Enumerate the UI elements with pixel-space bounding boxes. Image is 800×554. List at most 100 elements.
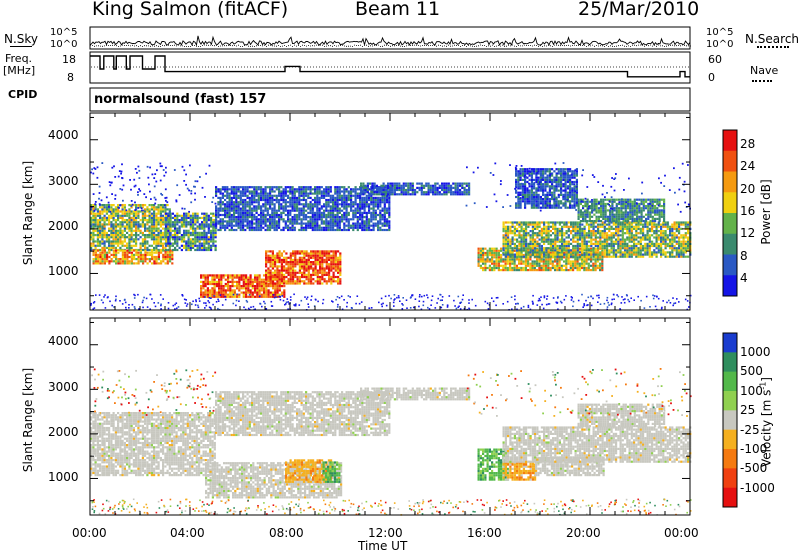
power-cell xyxy=(235,218,238,221)
power-cell xyxy=(194,216,197,219)
power-cell xyxy=(382,191,385,194)
power-cell xyxy=(547,227,550,230)
power-cell xyxy=(531,223,534,226)
power-cell xyxy=(639,244,642,248)
power-cell xyxy=(227,282,230,286)
power-cell xyxy=(220,291,223,294)
power-cell xyxy=(298,218,301,221)
power-cell xyxy=(117,238,120,241)
power-cell xyxy=(341,216,344,219)
power-cell xyxy=(248,224,251,227)
power-cell xyxy=(318,213,321,217)
power-cell xyxy=(536,264,539,267)
power-cell xyxy=(612,242,615,245)
power-cell xyxy=(563,253,566,256)
power-cell xyxy=(110,229,113,232)
power-cell xyxy=(630,251,633,254)
power-cell xyxy=(294,271,297,274)
power-cell xyxy=(139,242,142,245)
power-cell xyxy=(90,216,93,219)
power-cell xyxy=(94,244,97,247)
power-cell xyxy=(590,269,593,272)
power-cell xyxy=(101,204,104,207)
power-cell xyxy=(567,225,570,228)
power-cell xyxy=(108,223,111,226)
power-cell xyxy=(235,203,238,206)
power-cell xyxy=(309,222,312,225)
power-cell xyxy=(226,188,229,191)
power-cell xyxy=(210,225,213,228)
power-cell xyxy=(226,201,229,204)
power-cell xyxy=(352,228,355,232)
power-cell xyxy=(515,251,518,255)
power-cell xyxy=(621,227,624,230)
power-cell xyxy=(309,218,312,221)
power-cell xyxy=(121,219,124,222)
power-cell xyxy=(507,249,510,252)
power-cell xyxy=(278,216,281,219)
power-cell xyxy=(265,265,268,268)
power-cell xyxy=(637,221,640,224)
power-cell xyxy=(542,266,545,270)
power-cell xyxy=(500,269,503,272)
power-cell xyxy=(318,224,321,227)
power-cell xyxy=(463,186,466,189)
power-cell xyxy=(294,275,297,279)
power-cell xyxy=(294,258,297,261)
power-cell xyxy=(536,221,539,224)
power-cell xyxy=(180,216,183,219)
power-cell xyxy=(167,238,170,241)
power-cell xyxy=(536,223,539,226)
power-cell xyxy=(260,198,263,202)
power-cell xyxy=(220,293,223,296)
power-cell xyxy=(633,225,636,228)
power-cell xyxy=(206,282,209,286)
power-cell xyxy=(235,224,238,227)
power-cell xyxy=(316,226,319,229)
power-cell xyxy=(549,240,552,243)
power-cell xyxy=(438,186,441,189)
power-cell xyxy=(305,188,308,191)
power-cell xyxy=(97,255,100,259)
power-cell xyxy=(164,206,167,209)
power-cell xyxy=(405,184,408,187)
power-cell xyxy=(262,203,265,206)
power-cell xyxy=(256,287,259,290)
power-cell xyxy=(630,249,633,252)
power-cell xyxy=(130,225,133,228)
power-cell xyxy=(272,291,275,294)
power-cell xyxy=(590,251,593,255)
power-cell xyxy=(302,198,305,202)
power-cell xyxy=(540,221,543,224)
power-cell xyxy=(269,186,272,189)
power-cell xyxy=(278,186,281,189)
power-cell xyxy=(314,220,317,223)
power-cell xyxy=(441,182,444,185)
power-cell xyxy=(603,251,606,254)
power-cell xyxy=(345,207,348,210)
power-cell xyxy=(447,186,450,189)
power-cell xyxy=(121,223,124,226)
power-cell xyxy=(594,258,597,261)
power-cell xyxy=(610,234,613,237)
power-cell xyxy=(558,232,561,235)
power-cell xyxy=(536,236,539,239)
power-cell xyxy=(155,221,158,224)
power-cell xyxy=(284,213,287,217)
power-cell xyxy=(119,229,122,232)
power-cell xyxy=(192,229,195,232)
power-cell xyxy=(502,227,505,230)
power-cell xyxy=(488,260,491,263)
power-cell xyxy=(108,227,111,230)
power-cell xyxy=(293,218,296,221)
power-cell xyxy=(119,227,122,230)
power-cell xyxy=(606,234,609,237)
power-cell xyxy=(533,264,536,267)
power-cell xyxy=(477,264,480,267)
power-cell xyxy=(305,194,308,197)
power-cell xyxy=(513,266,516,270)
power-cell xyxy=(374,224,377,227)
power-cell xyxy=(94,260,97,263)
power-cell xyxy=(92,221,95,224)
power-cell xyxy=(231,291,234,294)
